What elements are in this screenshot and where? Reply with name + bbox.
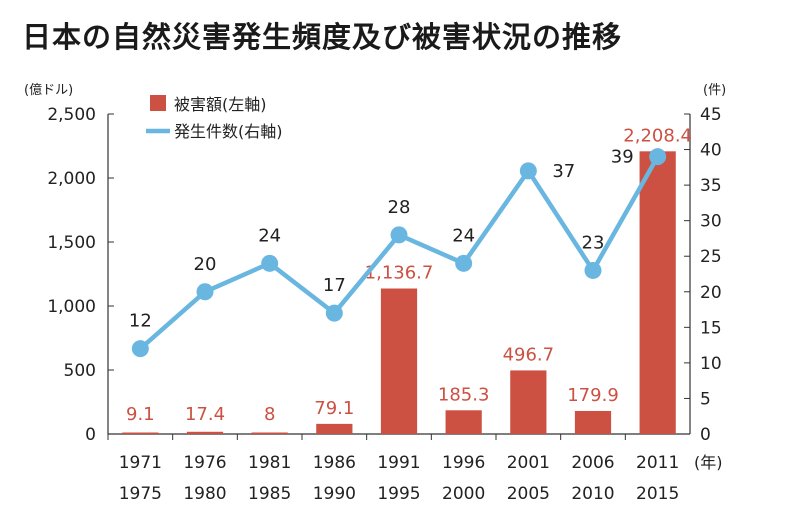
right-tick-label: 0 (700, 425, 711, 445)
x-tick-label: 1990 (313, 484, 356, 504)
left-tick-label: 2,500 (47, 105, 96, 125)
line-value-label: 24 (452, 225, 475, 246)
right-tick-label: 25 (700, 247, 722, 267)
bar (380, 288, 418, 434)
line-point (196, 283, 214, 301)
right-tick-label: 20 (700, 283, 722, 303)
bar (122, 432, 159, 434)
line-value-label: 20 (194, 254, 217, 275)
bar-value-label: 79.1 (314, 398, 354, 419)
x-tick-label: 2000 (442, 484, 485, 504)
line-value-label: 17 (323, 275, 346, 296)
bar (639, 151, 676, 434)
bar-value-label: 17.4 (185, 404, 225, 425)
x-tick-label: 1991 (377, 453, 420, 473)
bar (510, 370, 547, 434)
right-tick-label: 15 (700, 318, 722, 338)
line-value-label: 37 (552, 161, 575, 182)
line-value-label: 39 (611, 147, 634, 168)
left-tick-label: 500 (64, 361, 96, 381)
bar-value-label: 2,208.4 (623, 125, 692, 146)
legend-line-label: 発生件数(右軸) (174, 122, 283, 141)
right-axis-unit: (件) (703, 83, 726, 98)
bar (186, 431, 224, 434)
x-tick-label: 1980 (183, 484, 226, 504)
x-tick-label: 1975 (119, 484, 162, 504)
bar (445, 410, 482, 434)
bar-value-label: 8 (264, 404, 275, 425)
left-axis-unit: (億ドル) (24, 82, 73, 98)
right-tick-label: 35 (700, 176, 722, 196)
x-tick-label: 1976 (183, 453, 226, 473)
line-point (131, 340, 149, 358)
bar (574, 410, 612, 434)
line-point (649, 148, 667, 166)
line-value-label: 23 (582, 232, 605, 253)
x-tick-label: 1981 (248, 453, 291, 473)
left-tick-label: 2,000 (47, 169, 96, 189)
x-tick-label: 1996 (442, 453, 485, 473)
line-point (455, 254, 473, 272)
x-tick-label: 1971 (119, 453, 162, 473)
bar (316, 423, 353, 434)
x-tick-label: 2010 (571, 484, 614, 504)
x-tick-label: 2001 (507, 453, 550, 473)
bar-value-label: 9.1 (126, 404, 155, 425)
x-tick-label: 2006 (571, 453, 614, 473)
bar-value-label: 496.7 (503, 344, 555, 365)
line-point (261, 254, 279, 272)
x-tick-label: 1985 (248, 484, 291, 504)
line-point (519, 162, 537, 180)
right-tick-label: 10 (700, 354, 722, 374)
left-tick-label: 1,000 (47, 297, 96, 317)
x-tick-label: 1986 (313, 453, 356, 473)
bar-value-label: 179.9 (567, 385, 619, 406)
chart-title: 日本の自然災害発生頻度及び被害状況の推移 (22, 20, 623, 54)
right-tick-label: 45 (700, 105, 722, 125)
bar-value-label: 185.3 (438, 384, 490, 405)
line-point (390, 226, 408, 244)
x-tick-label: 2011 (636, 453, 679, 473)
x-tick-label: 2005 (507, 484, 550, 504)
x-tick-label: 1995 (377, 484, 420, 504)
line-value-label: 24 (258, 225, 281, 246)
x-axis-unit: (年) (694, 453, 723, 472)
line-value-label: 28 (388, 197, 411, 218)
line-point (325, 304, 343, 322)
right-tick-label: 30 (700, 212, 722, 232)
x-tick-label: 2015 (636, 484, 679, 504)
bar-value-label: 1,136.7 (365, 263, 434, 284)
bar (251, 432, 288, 434)
line-point (584, 261, 602, 279)
right-tick-label: 40 (700, 141, 722, 161)
right-tick-label: 5 (700, 389, 711, 409)
line-value-label: 12 (129, 311, 152, 332)
legend-bar-label: 被害額(左軸) (174, 95, 267, 114)
left-tick-label: 0 (85, 425, 96, 445)
left-tick-label: 1,500 (47, 233, 96, 253)
legend-bar-swatch (150, 95, 166, 111)
